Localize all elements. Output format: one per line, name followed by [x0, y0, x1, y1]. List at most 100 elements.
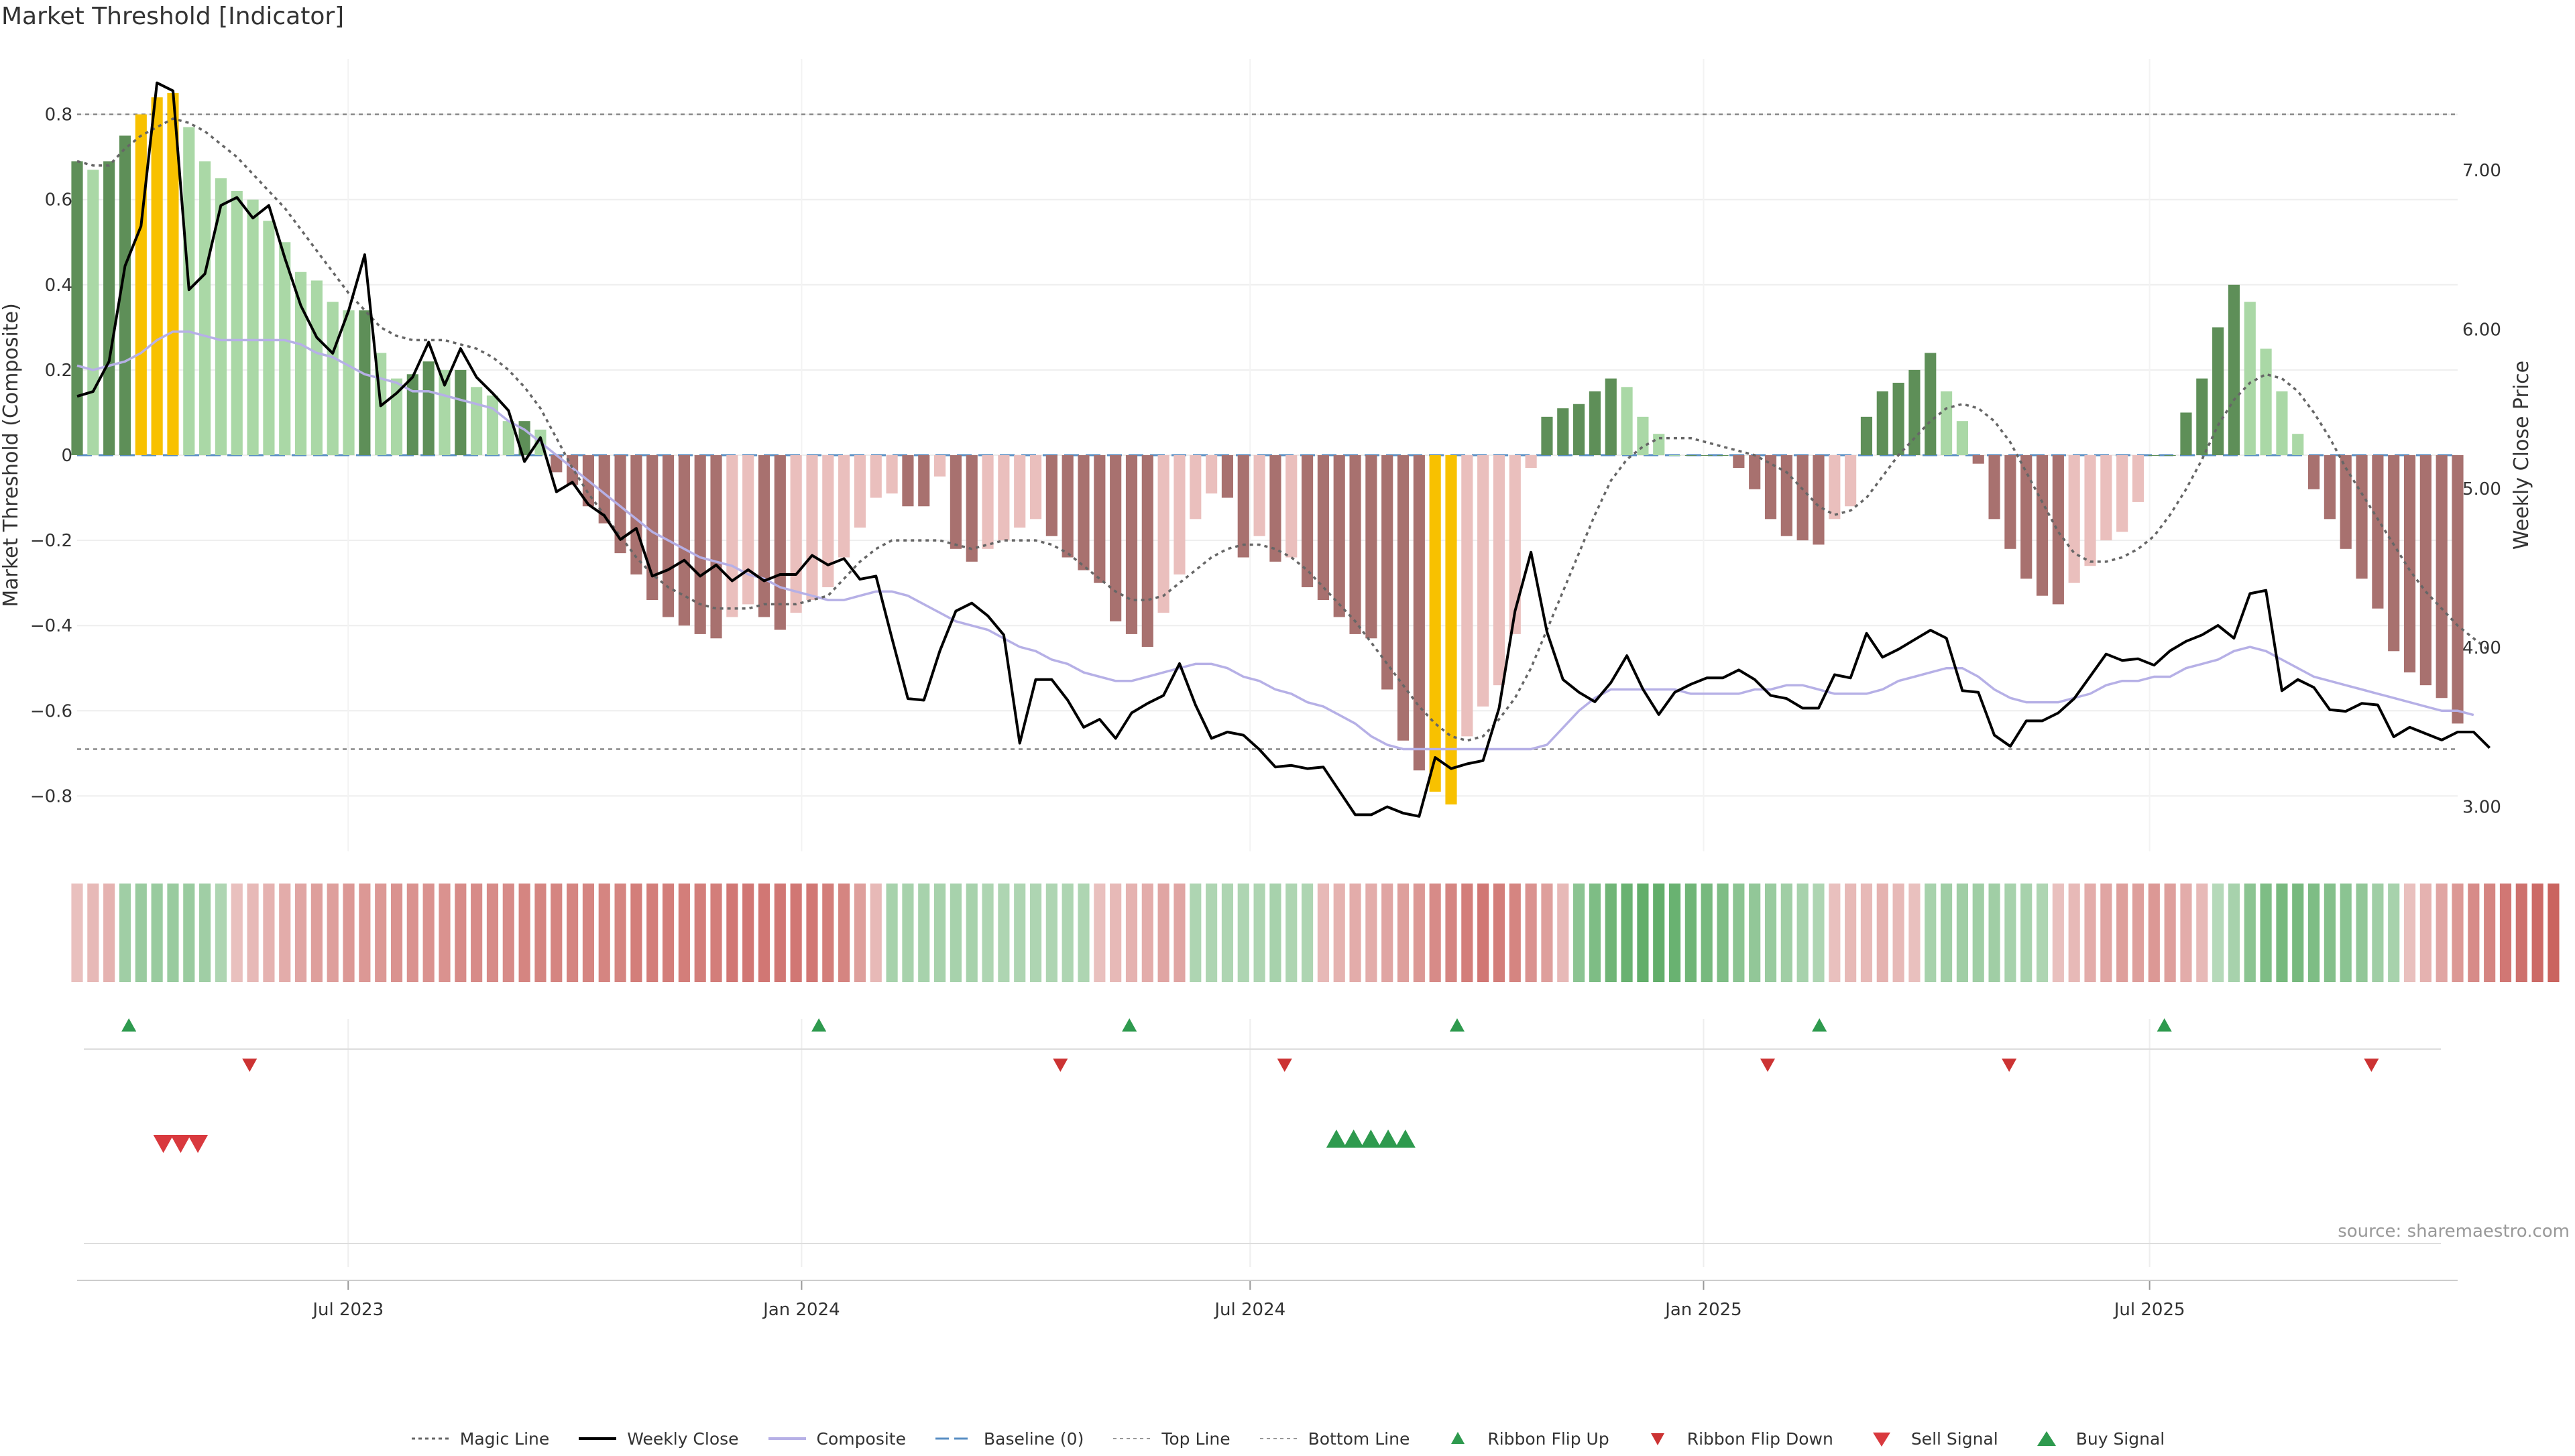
ribbon-cell	[2499, 884, 2512, 982]
ribbon-cell	[439, 884, 451, 982]
ribbon-cell	[2196, 884, 2208, 982]
composite-bar	[1141, 455, 1153, 647]
ribbon-cell	[1684, 884, 1697, 982]
y2-tick-label: 6.00	[2462, 320, 2501, 340]
composite-bar	[1860, 416, 1873, 455]
y-tick-label: −0.8	[30, 786, 72, 806]
ribbon-cell	[694, 884, 706, 982]
ribbon-cell	[1253, 884, 1265, 982]
ribbon-cell	[1813, 884, 1825, 982]
composite-bar	[1365, 455, 1377, 639]
x-tick-label: Jan 2025	[1664, 1300, 1742, 1320]
legend-label: Ribbon Flip Down	[1686, 1429, 1833, 1449]
composite-bar	[598, 455, 610, 524]
composite-bar	[1333, 455, 1345, 617]
ribbon-cell	[1221, 884, 1234, 982]
ribbon-cell	[1094, 884, 1106, 982]
composite-bar	[2260, 349, 2272, 455]
legend-close-icon	[577, 1430, 618, 1447]
buy-signal-marker	[1378, 1130, 1399, 1148]
composite-bar	[630, 455, 642, 574]
ribbon-cell	[646, 884, 659, 982]
composite-bar	[1206, 455, 1218, 494]
ribbon-cell	[1429, 884, 1441, 982]
ribbon-cell	[1206, 884, 1218, 982]
legend-item-flipup: Ribbon Flip Up	[1438, 1429, 1609, 1449]
ribbon-cell	[471, 884, 483, 982]
composite-bar	[950, 455, 962, 549]
ribbon-cell	[1190, 884, 1202, 982]
composite-bar	[678, 455, 690, 626]
legend-flipup-icon	[1438, 1430, 1478, 1447]
ribbon-cell	[2531, 884, 2543, 982]
ribbon-cell	[327, 884, 339, 982]
ribbon-cell	[1349, 884, 1361, 982]
ribbon-cell	[726, 884, 738, 982]
composite-bar	[1653, 434, 1665, 455]
ribbon-cell	[1078, 884, 1090, 982]
ribbon-cell	[2020, 884, 2033, 982]
composite-bar	[1045, 455, 1057, 536]
composite-bar	[359, 310, 371, 455]
composite-bar	[151, 97, 163, 455]
ribbon-cell	[2388, 884, 2400, 982]
composite-bar	[1190, 455, 1202, 520]
ribbon-flip-down-marker	[2364, 1058, 2379, 1072]
ribbon-cell	[2356, 884, 2368, 982]
composite-bar	[1125, 455, 1138, 634]
x-tick-label: Jul 2023	[311, 1300, 384, 1320]
ribbon-cell	[1845, 884, 1857, 982]
ribbon-cell	[1125, 884, 1138, 982]
composite-bar	[1621, 387, 1633, 455]
buy-signal-marker	[1361, 1130, 1381, 1148]
ribbon-cell	[1637, 884, 1649, 982]
buy-signal-marker	[1343, 1130, 1364, 1148]
ribbon-cell	[630, 884, 642, 982]
ribbon-cell	[918, 884, 930, 982]
ribbon-cell	[1141, 884, 1153, 982]
ribbon-cell	[1764, 884, 1777, 982]
chart-title: Market Threshold [Indicator]	[1, 3, 345, 30]
x-tick-label: Jan 2024	[762, 1300, 840, 1320]
composite-bar	[1094, 455, 1106, 583]
ribbon-cell	[87, 884, 99, 982]
composite-bar	[422, 361, 435, 455]
composite-bar	[1301, 455, 1314, 587]
composite-bar	[2212, 327, 2224, 455]
ribbon-cell	[215, 884, 227, 982]
ribbon-cell	[1301, 884, 1314, 982]
composite-bar	[918, 455, 930, 507]
ribbon-cell	[742, 884, 754, 982]
composite-bar	[2148, 455, 2160, 456]
ribbon-cell	[1829, 884, 1841, 982]
ribbon-cell	[2052, 884, 2064, 982]
ribbon-cell	[1174, 884, 1186, 982]
composite-bar	[1749, 455, 1761, 489]
ribbon-cell	[870, 884, 882, 982]
ribbon-cell	[135, 884, 147, 982]
ribbon-cell	[1493, 884, 1505, 982]
composite-bar	[1078, 455, 1090, 570]
ribbon-cell	[2132, 884, 2144, 982]
ribbon-flip-down-marker	[2002, 1058, 2017, 1072]
composite-bar	[1796, 455, 1809, 541]
composite-bar	[1605, 378, 1617, 455]
ribbon-cell	[1285, 884, 1298, 982]
ribbon-cell	[1892, 884, 1904, 982]
y2-tick-label: 5.00	[2462, 479, 2501, 499]
ribbon-cell	[806, 884, 818, 982]
composite-bar	[902, 455, 914, 507]
composite-bar	[838, 455, 850, 558]
ribbon-cell	[2515, 884, 2527, 982]
legend: Magic Line Weekly Close Composite Baseline …	[0, 1421, 2575, 1456]
ribbon-cell	[902, 884, 914, 982]
y-tick-label: −0.2	[30, 531, 72, 551]
ribbon-flip-up-marker	[1812, 1018, 1827, 1032]
ribbon-cell	[551, 884, 563, 982]
ribbon-cell	[2468, 884, 2480, 982]
ribbon-cell	[199, 884, 211, 982]
ribbon-cell	[934, 884, 946, 982]
composite-bars	[71, 93, 2464, 805]
composite-bar	[1349, 455, 1361, 634]
ribbon-cell	[1941, 884, 1953, 982]
